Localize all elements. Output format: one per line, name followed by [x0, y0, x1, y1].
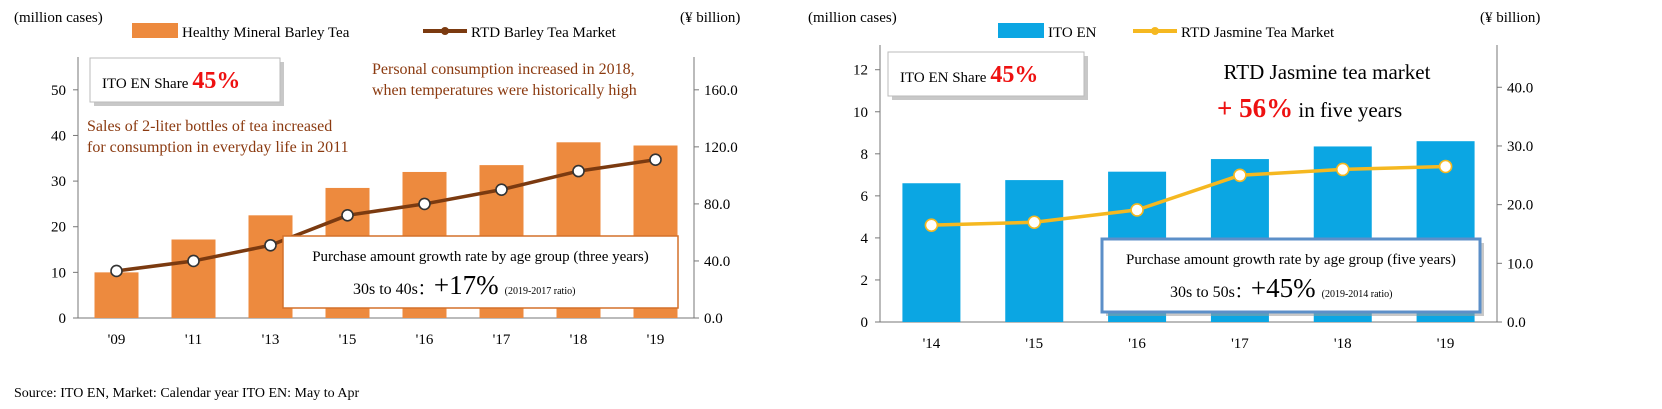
barley-line-point — [649, 153, 662, 166]
barley-x-tick-label: '11 — [185, 332, 202, 348]
barley-right-tick-label: 80.0 — [704, 197, 730, 213]
barley-right-tick-label: 160.0 — [704, 83, 738, 99]
jasmine-left-tick-label: 8 — [861, 147, 869, 163]
barley-x-tick-label: '16 — [416, 332, 434, 348]
barley-growth-box — [282, 235, 679, 309]
barley-left-tick-label: 20 — [51, 220, 66, 236]
jasmine-right-tick-label: 30.0 — [1507, 139, 1533, 155]
jasmine-x-tick-label: '16 — [1128, 336, 1146, 352]
jasmine-right-tick-label: 20.0 — [1507, 198, 1533, 214]
barley-x-tick-label: '09 — [108, 332, 126, 348]
barley-x-tick-label: '15 — [339, 332, 357, 348]
barley-x-tick-label: '18 — [570, 332, 588, 348]
barley-line-point — [110, 264, 123, 278]
jasmine-line-point — [1438, 159, 1453, 174]
barley-legend-bar-swatch — [132, 23, 178, 38]
barley-y-right-label: (¥ billion) — [680, 10, 740, 26]
barley-growth-note: (2019-2017 ratio) — [505, 286, 576, 297]
barley-annotation-line: for consumption in everyday life in 2011 — [87, 139, 349, 156]
jasmine-left-tick-label: 6 — [861, 189, 869, 205]
jasmine-x-tick-label: '14 — [923, 336, 941, 352]
barley-y-left-label: (million cases) — [14, 10, 103, 26]
barley-bar — [171, 239, 216, 318]
jasmine-left-tick-label: 10 — [853, 105, 868, 121]
barley-line-point — [264, 238, 277, 252]
jasmine-line-point — [924, 218, 939, 232]
barley-left-tick-label: 0 — [59, 311, 67, 327]
jasmine-share-box — [887, 51, 1085, 97]
jasmine-headline-title: RTD Jasmine tea market — [1224, 60, 1431, 84]
jasmine-line-series — [931, 164, 1446, 227]
jasmine-x-tick-label: '17 — [1231, 336, 1249, 352]
barley-line-point — [187, 254, 200, 268]
barley-growth-title: Purchase amount growth rate by age group… — [312, 249, 649, 265]
barley-annotation-line: Personal consumption increased in 2018, — [372, 61, 635, 78]
jasmine-line-point — [1027, 215, 1042, 230]
jasmine-left-tick-label: 4 — [861, 231, 869, 247]
barley-legend-bar-label: Healthy Mineral Barley Tea — [182, 25, 350, 41]
barley-x-tick-label: '17 — [493, 332, 511, 348]
jasmine-left-tick-label: 0 — [861, 315, 869, 331]
barley-share-text: ITO EN Share 45% — [102, 68, 240, 94]
jasmine-legend-bar-label: ITO EN — [1048, 25, 1097, 41]
jasmine-growth-label: 30s to 50s：+45% (2019-2014 ratio) — [1170, 273, 1392, 303]
barley-right-tick-label: 0.0 — [704, 311, 723, 327]
jasmine-left-tick-label: 2 — [861, 273, 869, 289]
jasmine-growth-value: +45% — [1251, 273, 1316, 303]
barley-share-value: 45% — [192, 68, 240, 94]
barley-annotation-line: Sales of 2-liter bottles of tea increase… — [87, 118, 332, 135]
jasmine-growth-title: Purchase amount growth rate by age group… — [1126, 252, 1456, 268]
jasmine-x-tick-label: '19 — [1437, 336, 1455, 352]
jasmine-bar — [1005, 180, 1064, 322]
barley-line-point — [495, 183, 508, 196]
jasmine-legend-bar-swatch — [998, 23, 1044, 38]
jasmine-line-point — [1335, 162, 1350, 177]
jasmine-x-tick-label: '18 — [1334, 336, 1352, 352]
jasmine-line-point — [1130, 203, 1144, 217]
jasmine-bar — [902, 183, 961, 322]
barley-left-tick-label: 30 — [51, 174, 66, 190]
jasmine-legend-line-marker — [1151, 27, 1159, 35]
barley-x-tick-label: '19 — [647, 332, 665, 348]
barley-left-tick-label: 40 — [51, 128, 66, 144]
barley-line-point — [341, 209, 354, 222]
source-note: Source: ITO EN, Market: Calendar year IT… — [14, 386, 360, 401]
barley-line-point — [572, 164, 585, 178]
barley-line-point — [418, 197, 431, 211]
jasmine-right-tick-label: 40.0 — [1507, 80, 1533, 96]
jasmine-legend-line-label: RTD Jasmine Tea Market — [1181, 25, 1335, 41]
jasmine-y-right-label: (¥ billion) — [1480, 10, 1540, 26]
jasmine-line-point — [1233, 168, 1247, 183]
jasmine-right-tick-label: 10.0 — [1507, 256, 1533, 272]
barley-legend-line-label: RTD Barley Tea Market — [471, 25, 617, 41]
jasmine-x-tick-label: '15 — [1025, 336, 1043, 352]
jasmine-left-tick-label: 12 — [853, 63, 868, 79]
barley-right-tick-label: 40.0 — [704, 254, 730, 270]
barley-growth-value: +17% — [434, 270, 499, 300]
barley-line-series — [116, 157, 656, 273]
jasmine-headline-value: + 56% — [1217, 93, 1293, 123]
barley-right-tick-label: 120.0 — [704, 140, 738, 156]
barley-left-tick-label: 10 — [51, 265, 66, 281]
barley-annotation-line: when temperatures were historically high — [372, 82, 637, 99]
jasmine-growth-box — [1100, 237, 1482, 314]
barley-x-tick-label: '13 — [262, 332, 280, 348]
jasmine-growth-note: (2019-2014 ratio) — [1322, 289, 1393, 300]
jasmine-headline-suffix: in five years — [1293, 98, 1402, 122]
barley-bar — [94, 272, 139, 318]
barley-left-tick-label: 50 — [51, 83, 66, 99]
jasmine-headline-growth: + 56% in five years — [1217, 93, 1402, 123]
barley-legend-line-marker — [441, 27, 449, 35]
barley-share-box — [89, 57, 281, 103]
jasmine-right-tick-label: 0.0 — [1507, 315, 1526, 331]
jasmine-y-left-label: (million cases) — [808, 10, 897, 26]
jasmine-share-value: 45% — [990, 62, 1038, 88]
